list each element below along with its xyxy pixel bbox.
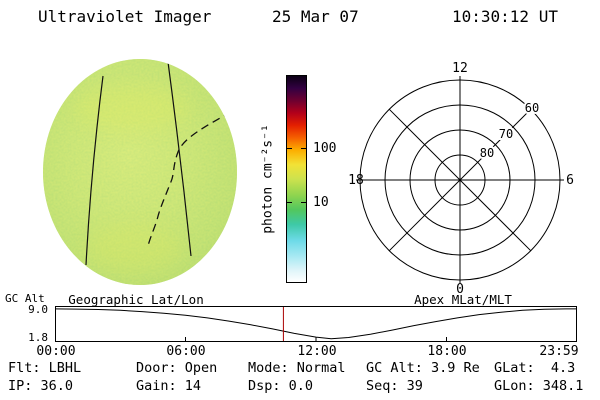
gc-alt-axis-label: GC Alt — [5, 292, 45, 305]
uv-disk-image — [43, 59, 237, 285]
xtick-label: 12:00 — [297, 344, 337, 359]
colorbar: 100 10 — [286, 75, 336, 283]
colorbar-tick-label: 10 — [313, 194, 329, 210]
polar-spoke — [388, 108, 532, 252]
status-glat: GLat: 4.3 — [494, 360, 576, 376]
colorbar-tick-label: 100 — [313, 141, 337, 157]
mlt-label-6: 6 — [566, 173, 574, 188]
status-gcalt: GC Alt: 3.9 Re — [366, 360, 480, 376]
xtick-label: 00:00 — [36, 344, 76, 359]
polar-plot: 12 6 0 18 60 70 80 — [348, 61, 574, 297]
meridian-line — [167, 61, 192, 257]
xtick-label: 06:00 — [166, 344, 206, 359]
terminator-dashed-line — [147, 111, 232, 247]
mlat-label-80: 80 — [480, 146, 494, 160]
mlt-label-12: 12 — [452, 61, 468, 76]
disk-caption: Geographic Lat/Lon — [68, 292, 204, 307]
obs-date: 25 Mar 07 — [272, 7, 359, 26]
mlt-label-0: 0 — [456, 282, 464, 297]
bright-patch — [74, 86, 190, 130]
status-mode: Mode: Normal — [248, 360, 346, 376]
xtick-label: 18:00 — [427, 344, 467, 359]
obs-time: 10:30:12 UT — [452, 7, 558, 26]
colorbar-label: photon cm⁻²s⁻¹ — [260, 124, 276, 234]
status-flt: Flt: LBHL — [8, 360, 82, 376]
tick-mark — [287, 201, 292, 203]
status-door: Door: Open — [136, 360, 218, 376]
ymax-label: 9.0 — [28, 303, 48, 316]
app-title: Ultraviolet Imager — [38, 7, 212, 26]
mlt-label-18: 18 — [348, 173, 364, 188]
orbit-curve — [55, 308, 577, 340]
ymin-label: 1.8 — [28, 331, 48, 344]
mlat-label-60: 60 — [525, 101, 539, 115]
bright-patch — [86, 224, 182, 272]
status-dsp: Dsp: 0.0 — [248, 378, 314, 394]
status-gain: Gain: 14 — [136, 378, 202, 394]
stripchart-frame — [55, 306, 577, 342]
meridian-line — [85, 75, 104, 266]
tick-mark — [287, 148, 292, 150]
status-glon: GLon: 348.1 — [494, 378, 584, 394]
xtick-label: 23:59 — [539, 344, 579, 359]
status-ip: IP: 36.0 — [8, 378, 74, 394]
stripchart — [55, 306, 577, 342]
polar-spoke — [388, 101, 539, 252]
status-seq: Seq: 39 — [366, 378, 423, 394]
polar-caption: Apex MLat/MLT — [414, 292, 512, 307]
mlat-label-70: 70 — [499, 127, 513, 141]
tick-mark — [301, 148, 306, 150]
tick-mark — [301, 201, 306, 203]
